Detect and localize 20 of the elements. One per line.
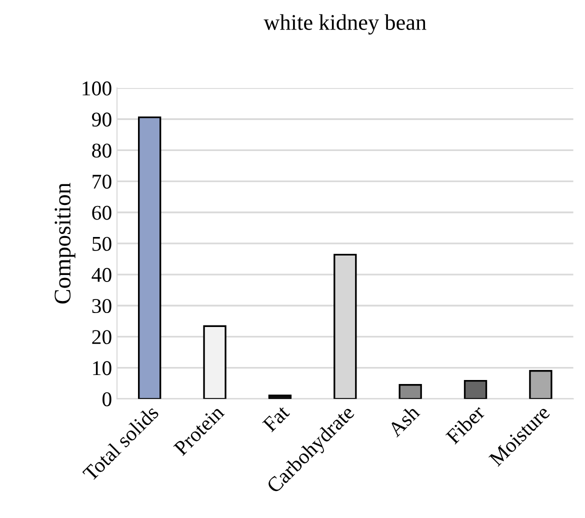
y-tick-label: 0 [102,392,112,406]
y-tick-label: 20 [92,330,112,344]
y-tick-label: 50 [92,236,112,251]
y-tick-label: 80 [92,144,112,158]
y-tick-label: 40 [92,268,112,282]
y-tick-label: 30 [92,298,112,314]
y-axis-title: Composition [54,182,76,304]
y-tick-label: 100 [82,81,112,96]
bar [464,380,488,399]
y-tick-label: 70 [92,174,112,189]
x-tick-label: Ash [386,404,421,438]
bar [529,370,552,399]
bar [203,325,226,399]
bar [268,394,292,399]
bar [138,116,162,399]
y-tick-label: 10 [93,361,112,376]
chart-title: white kidney bean [264,14,426,35]
y-tick-label: 60 [92,206,112,220]
bar [398,384,422,399]
y-tick-label: 90 [92,112,112,127]
